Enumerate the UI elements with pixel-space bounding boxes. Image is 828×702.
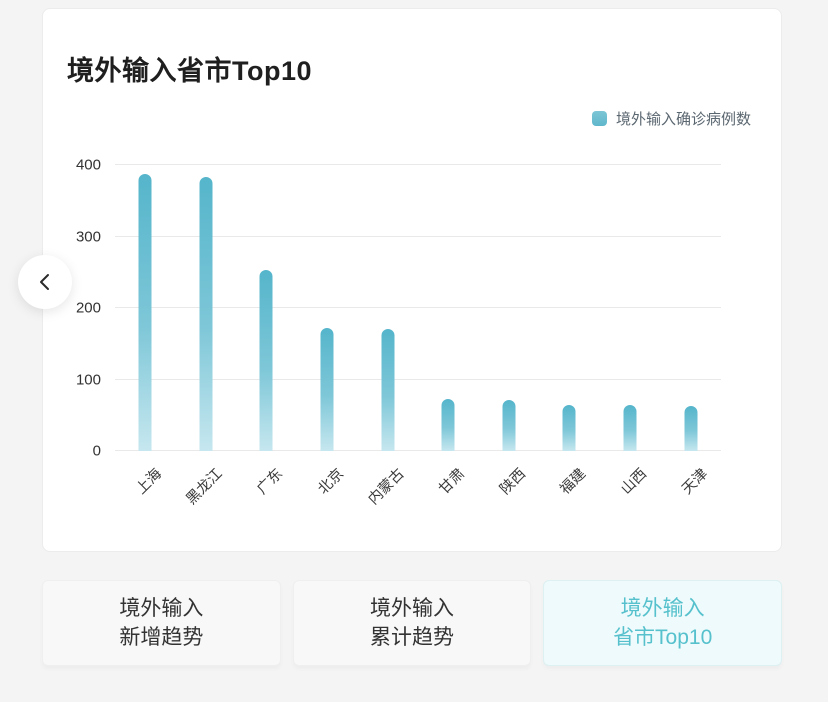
bar-column: 天津 xyxy=(660,165,721,498)
x-axis-category-label: 内蒙古 xyxy=(365,465,408,508)
gridline xyxy=(115,307,721,308)
tab-label-line2: 省市Top10 xyxy=(613,626,713,649)
y-axis-tick-label: 400 xyxy=(75,156,101,174)
bar xyxy=(502,399,516,451)
x-axis-category-label: 福建 xyxy=(557,465,590,498)
legend: 境外输入确诊病例数 xyxy=(591,108,751,129)
tab-label-line2: 新增趋势 xyxy=(119,626,204,649)
gridline xyxy=(115,235,721,237)
chart-card: 境外输入省市Top10 境外输入确诊病例数 0 100 200 300 400 上海 黑龙… xyxy=(42,8,782,552)
bar xyxy=(259,270,273,451)
bar xyxy=(199,177,213,451)
x-axis-category-label: 甘肃 xyxy=(436,465,469,498)
x-axis-category-label: 北京 xyxy=(315,465,348,498)
bars-container: 上海 黑龙江 广东 北京 内蒙古 甘肃 陕西 福建 山西 天津 xyxy=(115,165,721,508)
bar-column: 福建 xyxy=(539,165,600,498)
y-axis-tick-label: 300 xyxy=(75,228,101,245)
x-axis-category-label: 广东 xyxy=(254,465,287,498)
bar-column: 北京 xyxy=(297,165,358,498)
bar xyxy=(320,328,334,451)
bar-column: 黑龙江 xyxy=(176,165,237,508)
bar-column: 上海 xyxy=(115,165,176,498)
gridline xyxy=(115,450,721,451)
legend-swatch-icon xyxy=(591,111,607,126)
tab-label-line1: 境外输入 xyxy=(370,596,454,620)
chart-tabs: 境外输入 新增趋势 境外输入 累计趋势 境外输入 省市Top10 xyxy=(42,580,783,666)
bar xyxy=(562,404,576,451)
x-axis-category-label: 山西 xyxy=(618,465,651,498)
tab-imported-new-trend[interactable]: 境外输入 新增趋势 xyxy=(42,580,281,666)
legend-label: 境外输入确诊病例数 xyxy=(615,111,751,128)
bar-column: 内蒙古 xyxy=(357,165,418,508)
y-axis-tick-label: 200 xyxy=(75,299,101,317)
bar xyxy=(684,405,698,451)
bar-column: 陕西 xyxy=(479,165,540,498)
x-axis-category-label: 上海 xyxy=(133,465,166,498)
bar xyxy=(381,329,395,451)
bar-column: 广东 xyxy=(236,165,297,498)
gridline xyxy=(115,164,721,165)
y-axis-tick-label: 0 xyxy=(92,442,101,460)
bar-chart: 0 100 200 300 400 上海 黑龙江 广东 北京 内蒙古 甘肃 陕西 福建 山西 天津 xyxy=(76,157,721,508)
bar xyxy=(138,173,152,451)
x-axis-category-label: 黑龙江 xyxy=(183,465,227,508)
gridline xyxy=(115,378,721,380)
previous-chart-button[interactable] xyxy=(18,255,72,309)
tab-imported-cumulative-trend[interactable]: 境外输入 累计趋势 xyxy=(292,580,532,666)
bar xyxy=(623,405,637,451)
x-axis-category-label: 天津 xyxy=(678,465,711,498)
bar-column: 山西 xyxy=(600,165,661,498)
chevron-left-icon xyxy=(40,274,49,290)
tab-label-line1: 境外输入 xyxy=(119,596,204,620)
tab-imported-top10[interactable]: 境外输入 省市Top10 xyxy=(543,580,783,666)
bar-column: 甘肃 xyxy=(418,165,479,498)
tab-label-line1: 境外输入 xyxy=(620,596,705,620)
bar xyxy=(441,398,455,451)
tab-label-line2: 累计趋势 xyxy=(370,626,454,649)
page-title: 境外输入省市Top10 xyxy=(67,56,313,86)
y-axis-tick-label: 100 xyxy=(75,371,101,388)
x-axis-category-label: 陕西 xyxy=(497,465,530,498)
